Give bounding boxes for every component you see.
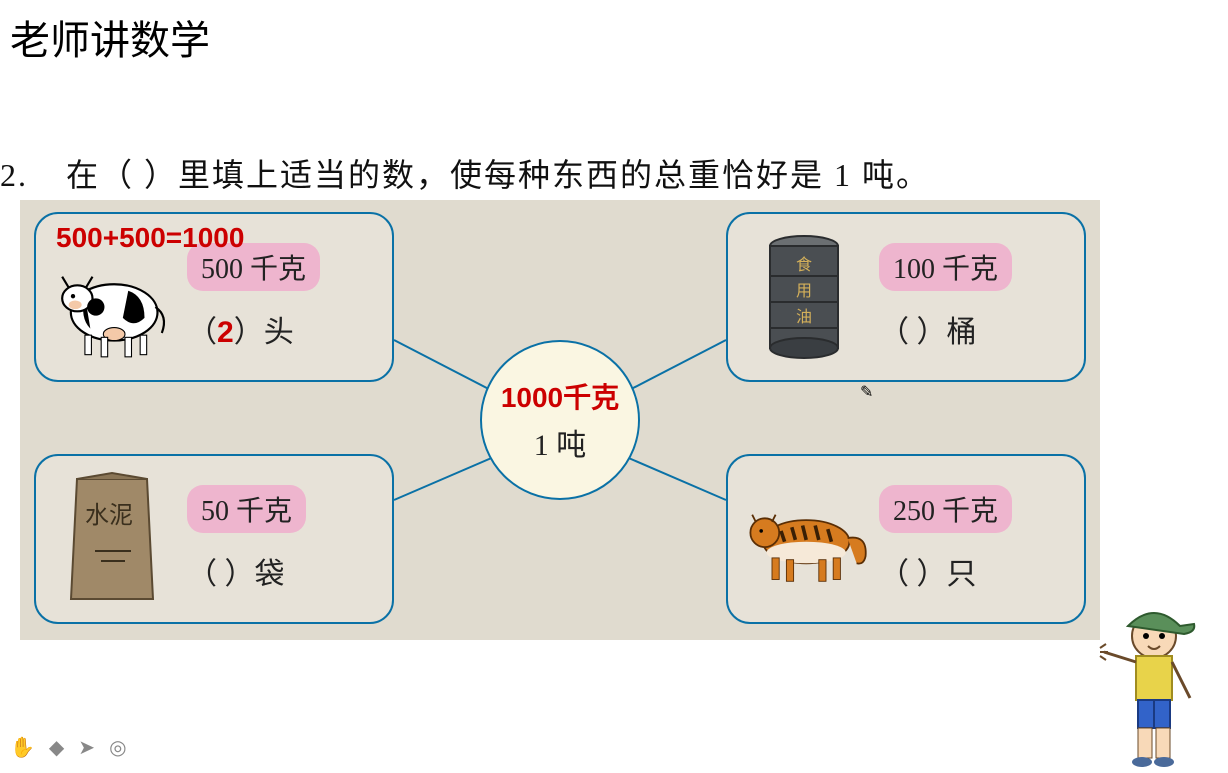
question-text: 在（ ）里填上适当的数，使每种东西的总重恰好是 1 吨。: [66, 157, 930, 193]
unit-tiger: 只: [947, 558, 977, 591]
eraser-icon[interactable]: ◆: [49, 735, 64, 760]
answer-row-barrel[interactable]: （ ）桶: [879, 307, 977, 351]
svg-text:用: 用: [795, 283, 811, 300]
calc-note-cow: 500+500=1000: [56, 222, 244, 254]
bottom-toolbar: ✋ ◆ ➤ ◎: [10, 735, 127, 760]
tiger-icon: [736, 479, 871, 599]
answer-cow: 2: [217, 316, 234, 349]
oil-barrel-icon: 食 用 油: [736, 237, 871, 357]
answer-row-cow[interactable]: （2）头: [187, 307, 294, 351]
page-header: 老师讲数学: [0, 0, 220, 74]
svg-text:食: 食: [795, 256, 811, 274]
answer-row-tiger[interactable]: （ ）只: [879, 549, 977, 593]
question-line: 2. 在（ ）里填上适当的数，使每种东西的总重恰好是 1 吨。: [0, 150, 930, 196]
worksheet-area: 1000千克 1 吨 500+500=1000: [20, 200, 1100, 640]
svg-text:水泥: 水泥: [85, 502, 133, 529]
card-cement: 水泥 50 千克 （ ）袋: [34, 454, 394, 624]
unit-barrel: 桶: [947, 316, 977, 349]
card-cow: 500+500=1000 500 千克 （2）头: [34, 212, 394, 382]
card-barrel: 食 用 油 100 千克 （ ）桶: [726, 212, 1086, 382]
target-icon[interactable]: ◎: [109, 735, 126, 760]
unit-cement: 袋: [255, 558, 285, 591]
cursor-icon[interactable]: ➤: [78, 735, 95, 760]
cow-icon: [44, 247, 179, 367]
center-hub: 1000千克 1 吨: [480, 340, 640, 500]
weight-badge-cement: 50 千克: [187, 485, 306, 533]
paint-icon[interactable]: ✋: [10, 735, 35, 760]
center-ton-label: 1 吨: [534, 420, 587, 464]
center-kg-label: 1000千克: [501, 376, 619, 416]
boy-with-cap-icon: [1098, 598, 1208, 768]
weight-badge-barrel: 100 千克: [879, 243, 1012, 291]
cement-bag-icon: 水泥: [44, 479, 179, 599]
svg-text:油: 油: [795, 308, 811, 326]
answer-row-cement[interactable]: （ ）袋: [187, 549, 285, 593]
card-tiger: 250 千克 （ ）只: [726, 454, 1086, 624]
question-number: 2.: [0, 157, 28, 193]
unit-cow: 头: [264, 316, 294, 349]
weight-badge-tiger: 250 千克: [879, 485, 1012, 533]
